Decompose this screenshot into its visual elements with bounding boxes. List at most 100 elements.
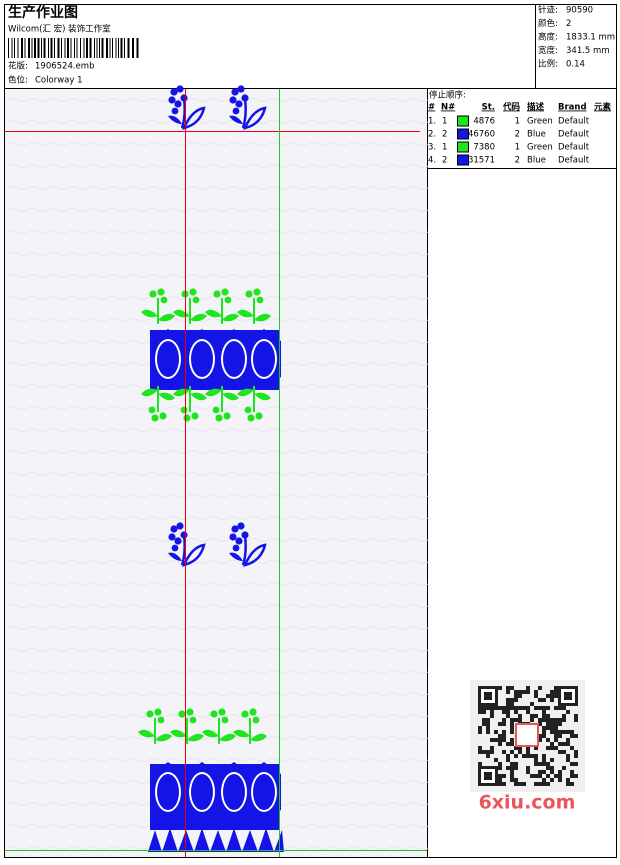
wave (7, 274, 429, 278)
qr-module (514, 690, 518, 694)
column-header: St. (482, 103, 495, 113)
qr-module (482, 722, 486, 726)
cell-description: Blue (527, 156, 546, 166)
wave (7, 714, 429, 718)
qr-module (510, 686, 514, 690)
qr-finder (484, 692, 492, 700)
qr-module (502, 706, 506, 710)
cell-index: 2. (428, 130, 436, 140)
qr-code (478, 686, 578, 786)
qr-module (510, 750, 514, 754)
qr-module (498, 742, 502, 746)
qr-module (554, 746, 558, 750)
wave (7, 472, 429, 476)
bar (43, 38, 46, 58)
qr-module (506, 754, 510, 758)
qr-module (498, 706, 502, 710)
qr-module (514, 778, 518, 782)
qr-module (570, 730, 574, 734)
qr-module (526, 750, 530, 754)
qr-module (526, 766, 530, 770)
bar (11, 38, 13, 58)
qr-module (550, 778, 554, 782)
qr-module (550, 770, 554, 774)
qr-module (478, 730, 482, 734)
qr-module (530, 718, 534, 722)
qr-module (486, 754, 490, 758)
qr-module (570, 746, 574, 750)
qr-module (506, 698, 510, 702)
qr-module (526, 690, 530, 694)
qr-module (502, 738, 506, 742)
qr-module (486, 706, 490, 710)
column-header: N# (441, 103, 455, 113)
qr-module (554, 718, 558, 722)
qr-module (570, 782, 574, 786)
qr-module (514, 710, 518, 714)
bar (34, 38, 36, 58)
qr-module (490, 710, 494, 714)
qr-module (498, 738, 502, 742)
qr-module (538, 718, 542, 722)
qr-module (550, 690, 554, 694)
qr-module (566, 738, 570, 742)
bar (21, 38, 23, 58)
qr-module (542, 754, 546, 758)
qr-module (554, 706, 558, 710)
qr-module (526, 754, 530, 758)
qr-module (518, 690, 522, 694)
cell-code: 1 (515, 143, 520, 153)
qr-module (558, 778, 562, 782)
qr-module (546, 766, 550, 770)
bar (57, 38, 60, 58)
qr-module (546, 714, 550, 718)
qr-module (542, 770, 546, 774)
info-value: 1833.1 mm (566, 33, 615, 43)
qr-module (538, 722, 542, 726)
qr-module (510, 762, 514, 766)
qr-module (510, 766, 514, 770)
cell-brand: Default (558, 143, 590, 153)
qr-module (510, 730, 514, 734)
qr-module (554, 730, 558, 734)
qr-module (526, 710, 530, 714)
qr-module (506, 690, 510, 694)
qr-module (506, 710, 510, 714)
qr-module (518, 718, 522, 722)
qr-finder (558, 686, 578, 706)
info-value: 90590 (566, 6, 593, 16)
cell-index: 3. (428, 143, 436, 153)
bar (127, 38, 130, 58)
qr-module (566, 782, 570, 786)
qr-module (546, 746, 550, 750)
qr-module (510, 738, 514, 742)
qr-module (566, 758, 570, 762)
bar (106, 38, 108, 58)
qr-module (554, 774, 558, 778)
qr-module (542, 718, 546, 722)
qr-module (566, 742, 570, 746)
qr-module (510, 742, 514, 746)
qr-module (514, 718, 518, 722)
qr-module (566, 730, 570, 734)
qr-module (514, 706, 518, 710)
qr-module (534, 762, 538, 766)
wave (7, 648, 429, 652)
qr-module (538, 762, 542, 766)
wave (7, 494, 429, 498)
qr-module (554, 738, 558, 742)
bar (80, 38, 81, 58)
qr-module (558, 770, 562, 774)
qr-module (514, 762, 518, 766)
wave (7, 318, 429, 322)
qr-module (554, 690, 558, 694)
qr-finder (484, 772, 492, 780)
qr-module (478, 746, 482, 750)
info-box: 针迹: 90590 颜色: 2 高度: 1833.1 mm 宽度: 341.5 mm 比例: 0.… (538, 5, 615, 70)
qr-module (558, 734, 562, 738)
cell-index: 1. (428, 117, 436, 127)
cell-brand: Default (558, 156, 590, 166)
column-header: 描述 (527, 102, 545, 113)
barcode (8, 38, 139, 58)
qr-module (486, 726, 490, 730)
